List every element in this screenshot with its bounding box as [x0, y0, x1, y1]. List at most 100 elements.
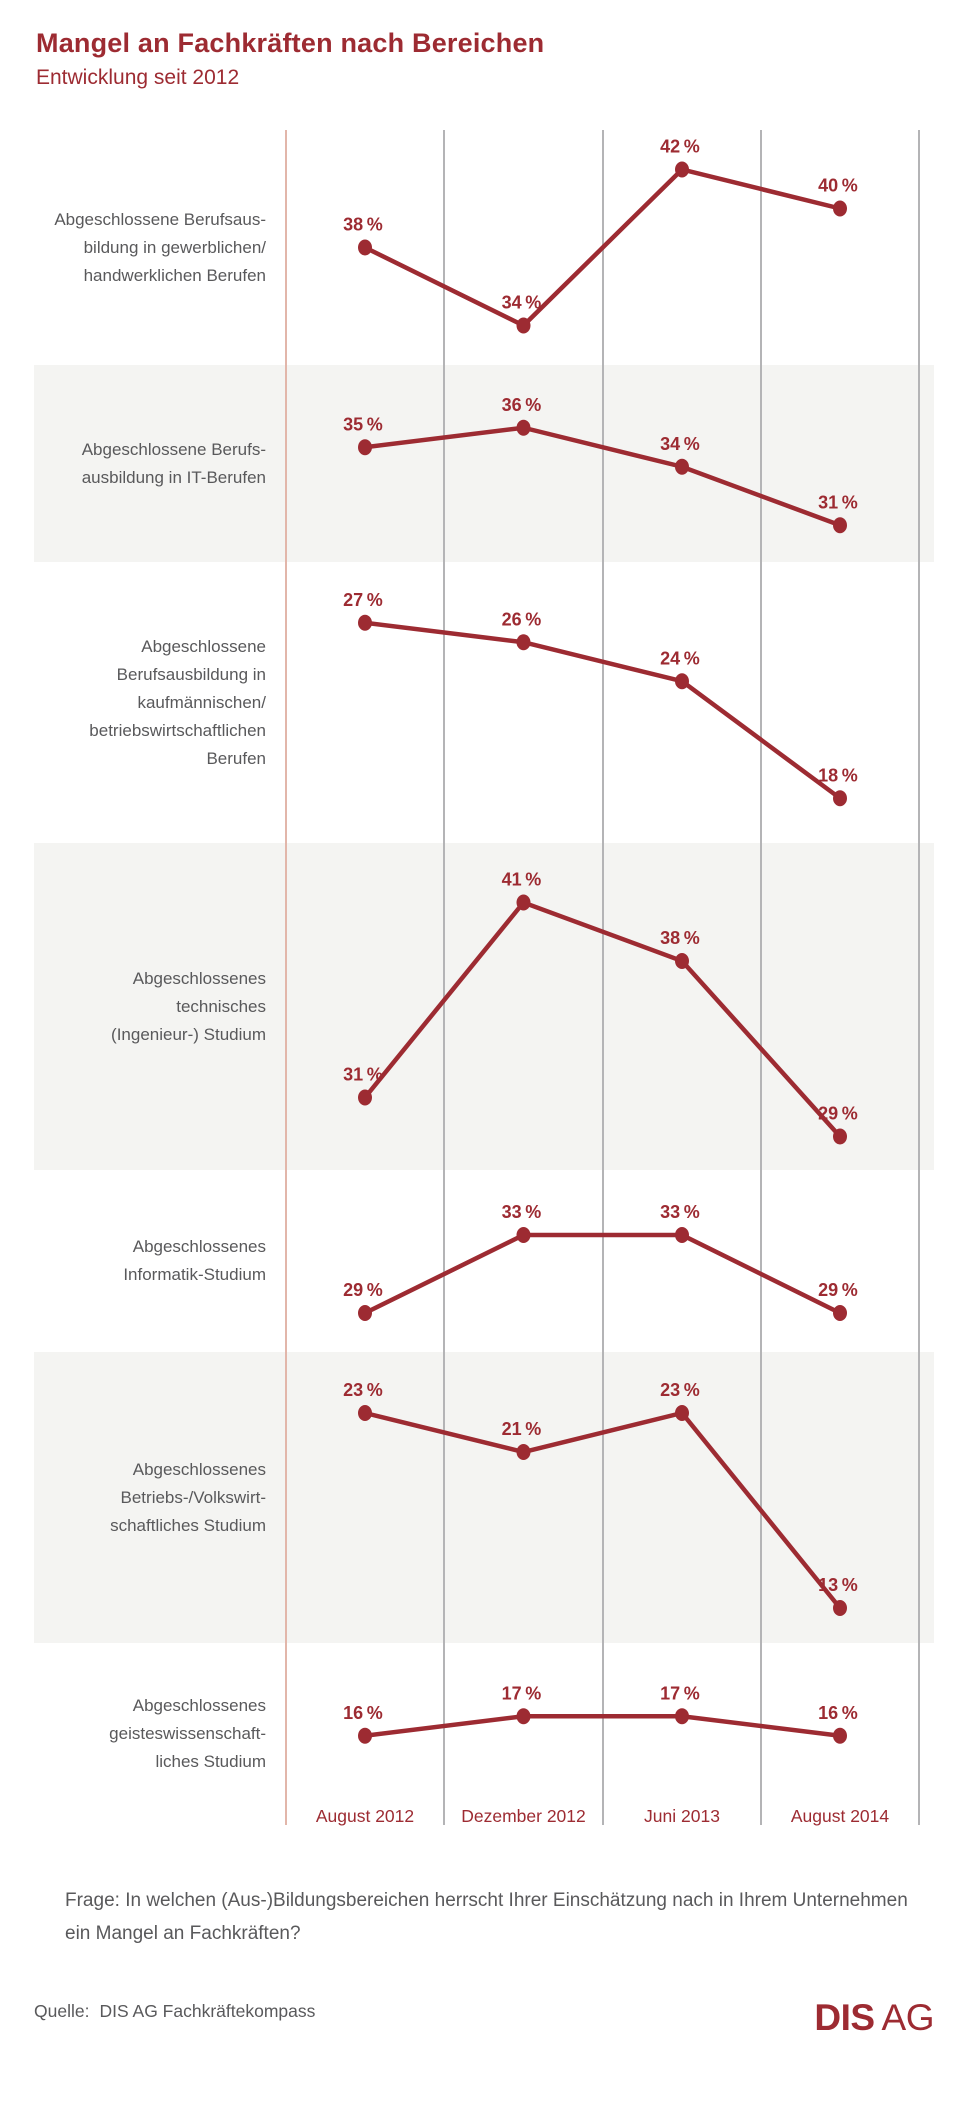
- value-label: 26 %: [502, 609, 542, 629]
- data-point: [675, 673, 689, 690]
- value-label: 42 %: [660, 137, 700, 157]
- row-label-line: bildung in gewerblichen/: [83, 237, 266, 257]
- value-label: 31 %: [343, 1065, 383, 1085]
- data-point: [516, 1708, 531, 1725]
- source-value: DIS AG Fachkräftekompass: [99, 2001, 316, 2021]
- x-axis-label: Dezember 2012: [461, 1806, 586, 1826]
- row-label-line: Berufsausbildung in: [116, 664, 266, 684]
- row-label: Abgeschlossenes Betriebs-/Volkswirt-schaf…: [34, 1352, 266, 1643]
- value-label: 31 %: [818, 492, 858, 512]
- data-point: [358, 614, 372, 631]
- gridline-first: [285, 130, 287, 1825]
- value-label: 29 %: [818, 1104, 858, 1124]
- data-point: [516, 634, 531, 651]
- source-label: Quelle:: [34, 2001, 90, 2021]
- row-label-line: geisteswissenschaft-: [109, 1724, 266, 1743]
- row-label-line: technisches: [176, 996, 266, 1016]
- data-point: [833, 1128, 847, 1145]
- value-label: 38 %: [343, 215, 383, 235]
- row-label-line: betriebswirtschaftlichen: [89, 720, 266, 740]
- value-label: 33 %: [502, 1202, 542, 1222]
- data-point: [833, 200, 847, 217]
- data-point: [516, 894, 531, 911]
- gridline: [918, 130, 920, 1825]
- row-label-line: Abgeschlossene Berufsaus-: [54, 209, 266, 229]
- row-label-line: Abgeschlossene Berufs-: [81, 439, 266, 459]
- row-band-shaded: [34, 843, 934, 1170]
- row-label: Abgeschlossene Berufsaus-bildung in gewe…: [34, 130, 266, 365]
- row-label-line: Abgeschlossenes: [132, 1237, 266, 1256]
- data-point: [833, 790, 847, 807]
- row-label-line: Berufen: [206, 748, 266, 768]
- value-label: 27 %: [343, 590, 383, 610]
- data-point: [358, 1305, 372, 1321]
- page-title: Mangel an Fachkräften nach Bereichen: [36, 28, 545, 58]
- data-point: [833, 1305, 847, 1321]
- value-label: 29 %: [343, 1280, 383, 1300]
- value-label: 23 %: [660, 1380, 700, 1400]
- gridline: [760, 130, 762, 1825]
- x-axis-label: August 2012: [315, 1806, 415, 1826]
- value-label: 16 %: [343, 1703, 383, 1723]
- data-point: [358, 1727, 372, 1744]
- data-point: [833, 517, 847, 534]
- data-point: [516, 1444, 531, 1460]
- page-subtitle: Entwicklung seit 2012: [36, 66, 240, 89]
- data-point: [833, 1600, 847, 1616]
- row-label-line: Abgeschlossenes: [132, 1696, 266, 1715]
- row-label-line: Abgeschlossenes: [132, 1459, 266, 1479]
- data-point: [516, 1227, 531, 1243]
- value-label: 21 %: [502, 1419, 542, 1439]
- row-band-shaded: [34, 365, 934, 562]
- data-point: [358, 239, 372, 256]
- row-label-line: Informatik-Studium: [123, 1265, 266, 1284]
- survey-question-text: Frage: In welchen (Aus-)Bildungsbereiche…: [65, 1890, 908, 1944]
- series-line: [364, 425, 841, 528]
- value-label: 17 %: [660, 1683, 700, 1703]
- logo-dis-text: DIS: [814, 1997, 875, 2038]
- dis-ag-logo: DIS AG: [814, 1997, 934, 2039]
- data-point: [675, 161, 689, 178]
- value-label: 24 %: [660, 648, 700, 668]
- data-point: [516, 419, 531, 436]
- row-label-line: ausbildung in IT-Berufen: [81, 467, 266, 487]
- row-label-line: schaftliches Studium: [110, 1515, 266, 1535]
- value-label: 18 %: [818, 765, 858, 785]
- data-point: [358, 1089, 372, 1106]
- series-line: [364, 1410, 842, 1610]
- logo-ag-text: AG: [881, 1997, 935, 2038]
- row-label-line: handwerklichen Berufen: [83, 265, 266, 285]
- data-point: [675, 1708, 689, 1725]
- value-label: 16 %: [818, 1703, 858, 1723]
- value-label: 41 %: [502, 870, 542, 890]
- row-label: Abgeschlossene Berufsausbildung in kaufmän…: [34, 562, 266, 843]
- row-label-line: kaufmännischen/: [137, 692, 266, 712]
- row-label: Abgeschlossenes geisteswissenschaft-liche…: [34, 1643, 266, 1825]
- x-axis-label: Juni 2013: [644, 1806, 720, 1826]
- series-line: [363, 899, 842, 1139]
- value-label: 17 %: [502, 1683, 542, 1703]
- data-point: [675, 458, 689, 475]
- row-label-line: Abgeschlossene: [141, 636, 266, 656]
- value-label: 34 %: [502, 293, 542, 313]
- value-label: 29 %: [818, 1280, 858, 1300]
- data-point: [358, 439, 372, 456]
- data-point: [358, 1405, 372, 1421]
- data-point: [516, 317, 531, 334]
- value-label: 33 %: [660, 1202, 700, 1222]
- value-label: 34 %: [660, 434, 700, 454]
- row-label: Abgeschlossenes technisches (Ingenieur-) S…: [34, 843, 266, 1170]
- data-point: [675, 1227, 689, 1243]
- row-label-line: Abgeschlossenes: [132, 968, 266, 988]
- value-label: 36 %: [502, 395, 542, 415]
- row-label: Abgeschlossenes Informatik-Studium: [34, 1170, 266, 1352]
- row-band-shaded: [34, 1352, 934, 1643]
- series-line: [364, 620, 842, 801]
- source-line: Quelle: DIS AG Fachkräftekompass: [34, 2001, 315, 2022]
- row-label-line: liches Studium: [155, 1752, 266, 1771]
- data-point: [675, 953, 689, 969]
- gridline: [443, 130, 445, 1825]
- row-label-line: Betriebs-/Volkswirt-: [120, 1487, 266, 1507]
